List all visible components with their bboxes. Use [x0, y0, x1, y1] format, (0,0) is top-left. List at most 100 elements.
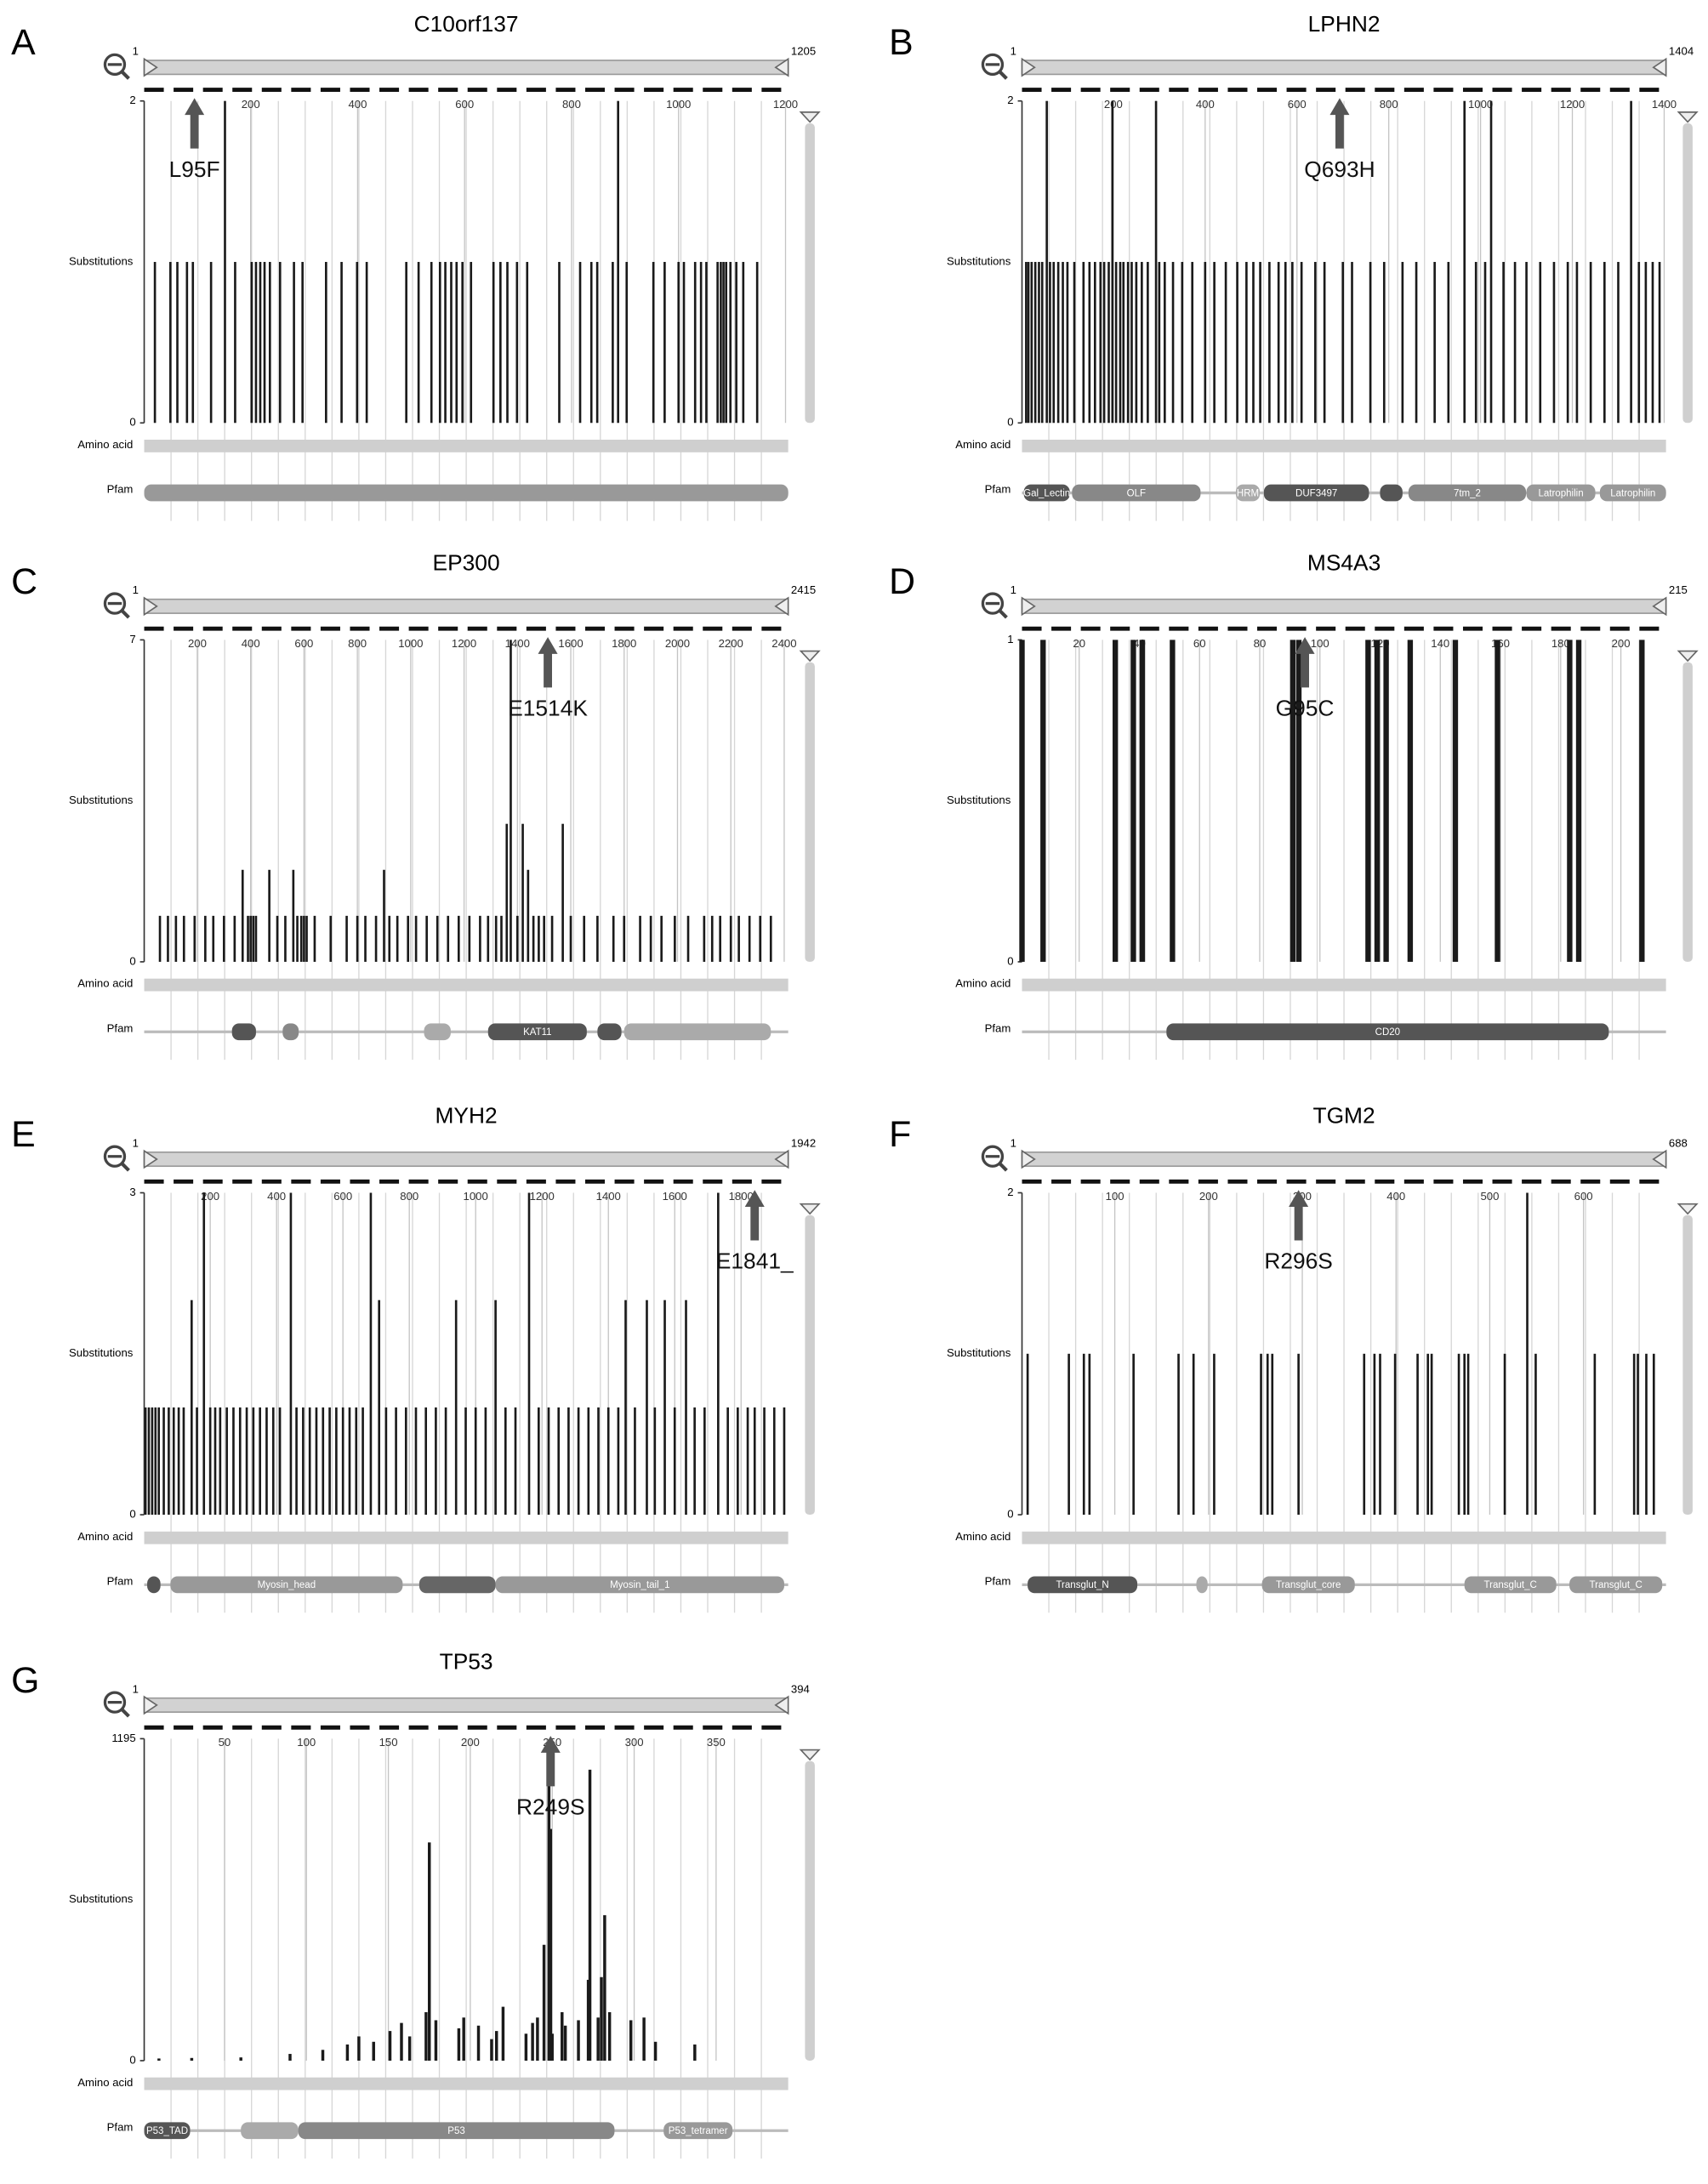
mutation-bar	[172, 1407, 175, 1516]
pfam-domain-label: Myosin_tail_1	[610, 1580, 669, 1590]
mutation-bar	[1457, 1353, 1460, 1516]
x-tick-label: 200	[201, 1190, 219, 1203]
mutation-bar	[1632, 1353, 1636, 1516]
mutation-bar	[1534, 1353, 1537, 1516]
pfam-domain	[298, 2122, 615, 2140]
pfam-domain-label: 7tm_2	[1454, 488, 1481, 498]
mutation-bar	[660, 915, 663, 962]
mutation-bar	[476, 2025, 481, 2061]
range-end: 1404	[1669, 45, 1694, 58]
mutation-bar	[699, 261, 703, 424]
v-scrollbar	[805, 123, 815, 424]
mutation-bar	[1291, 261, 1294, 424]
mutation-bar	[501, 2006, 505, 2061]
mutation-bar	[1652, 1353, 1655, 1516]
x-tick-label: 600	[1288, 98, 1307, 111]
mutation-bar	[1645, 1353, 1648, 1516]
pfam-domain	[487, 1023, 587, 1041]
x-tick-label: 150	[379, 1736, 398, 1749]
pfam-domain-label: Transglut_N	[1056, 1580, 1108, 1590]
mutation-bar	[191, 261, 195, 424]
x-tick-label: 1400	[596, 1190, 621, 1203]
mutation-bar	[737, 915, 740, 962]
mutation-bar	[322, 1407, 325, 1516]
mutation-bar	[537, 1407, 540, 1516]
mutation-bar	[404, 1407, 407, 1516]
mutation-bar	[369, 1192, 373, 1516]
mutation-bar	[457, 2028, 461, 2061]
mutation-bar	[1474, 261, 1477, 424]
mutation-bar	[1426, 1353, 1430, 1516]
mutation-bar	[1489, 100, 1493, 424]
v-scroll-handle	[1677, 111, 1699, 123]
mutation-bar	[1290, 640, 1296, 962]
x-tick-label: 1200	[1560, 98, 1585, 111]
zoom-icon	[103, 53, 127, 77]
mutation-bar	[542, 1944, 546, 2061]
mutation-bar	[1575, 261, 1579, 424]
pfam-domain	[1464, 1576, 1557, 1594]
mutation-bar	[1082, 1353, 1085, 1516]
mutation-bar	[653, 1407, 657, 1516]
pfam-domain-label: Myosin_head	[258, 1580, 316, 1590]
mutation-bar	[1099, 261, 1102, 424]
mutation-bar	[1323, 261, 1326, 424]
range-bar	[143, 1151, 789, 1168]
annotation-arrow	[538, 637, 558, 688]
mutation-bar	[325, 261, 327, 424]
range-end: 688	[1669, 1136, 1688, 1149]
mutation-bar	[588, 1769, 592, 2061]
x-tick-label: 140	[1431, 637, 1449, 650]
v-scroll-handle	[799, 1203, 821, 1215]
pfam-domain	[1526, 484, 1596, 502]
pfam-domain	[1569, 1576, 1663, 1594]
range-handle	[1652, 1149, 1667, 1169]
range-handle	[143, 596, 158, 617]
mutation-bar	[1135, 261, 1138, 424]
mutation-bar	[479, 915, 481, 962]
mutation-bar	[753, 1407, 756, 1516]
mutation-bar	[1038, 261, 1040, 424]
mutation-bar	[558, 261, 561, 424]
mutation-bar	[1383, 640, 1389, 962]
mutation-bar	[759, 915, 762, 962]
range-start: 1	[133, 583, 139, 596]
mutation-bar	[505, 823, 509, 962]
mutation-bar	[623, 915, 626, 962]
mutation-bar	[185, 261, 189, 424]
mutation-bar	[514, 1407, 517, 1516]
mutation-bar	[174, 915, 178, 962]
pfam-domain-label: Latrophilin	[1610, 488, 1655, 498]
mutation-bar	[468, 915, 471, 962]
x-tick-label: 400	[242, 637, 260, 650]
x-tick-label: 1600	[663, 1190, 687, 1203]
annotation-arrow	[744, 1190, 765, 1241]
pfam-domain	[1166, 1023, 1609, 1041]
mutation-bar	[464, 1407, 467, 1516]
y-tick-label: 0	[129, 954, 135, 967]
range-handle	[1652, 596, 1667, 617]
mutation-bar	[436, 915, 439, 962]
mutation-bar	[719, 915, 721, 962]
mutation-bar	[430, 261, 433, 424]
panel-letter: F	[889, 1114, 911, 1155]
mutation-bar	[303, 915, 305, 962]
pfam-domain	[1261, 1576, 1355, 1594]
pfam-domain-label: DUF3497	[1295, 488, 1337, 498]
mutation-bar	[154, 1407, 157, 1516]
mutation-bar	[425, 915, 428, 962]
range-handle	[774, 1695, 789, 1715]
mutation-bar	[247, 915, 249, 962]
pfam-domain-label: Transglut_core	[1276, 1580, 1341, 1590]
mutation-bar	[1284, 261, 1287, 424]
mutation-bar	[538, 915, 540, 962]
mutation-bar	[444, 1407, 447, 1516]
mutation-bar	[1539, 261, 1542, 424]
mutation-bar	[153, 261, 157, 424]
pfam-domain-label: Latrophilin	[1538, 488, 1583, 498]
mutation-bar	[742, 261, 745, 424]
mutation-bar	[214, 1407, 217, 1516]
mutation-bar	[603, 1914, 606, 2061]
mutation-bar	[288, 2054, 292, 2061]
